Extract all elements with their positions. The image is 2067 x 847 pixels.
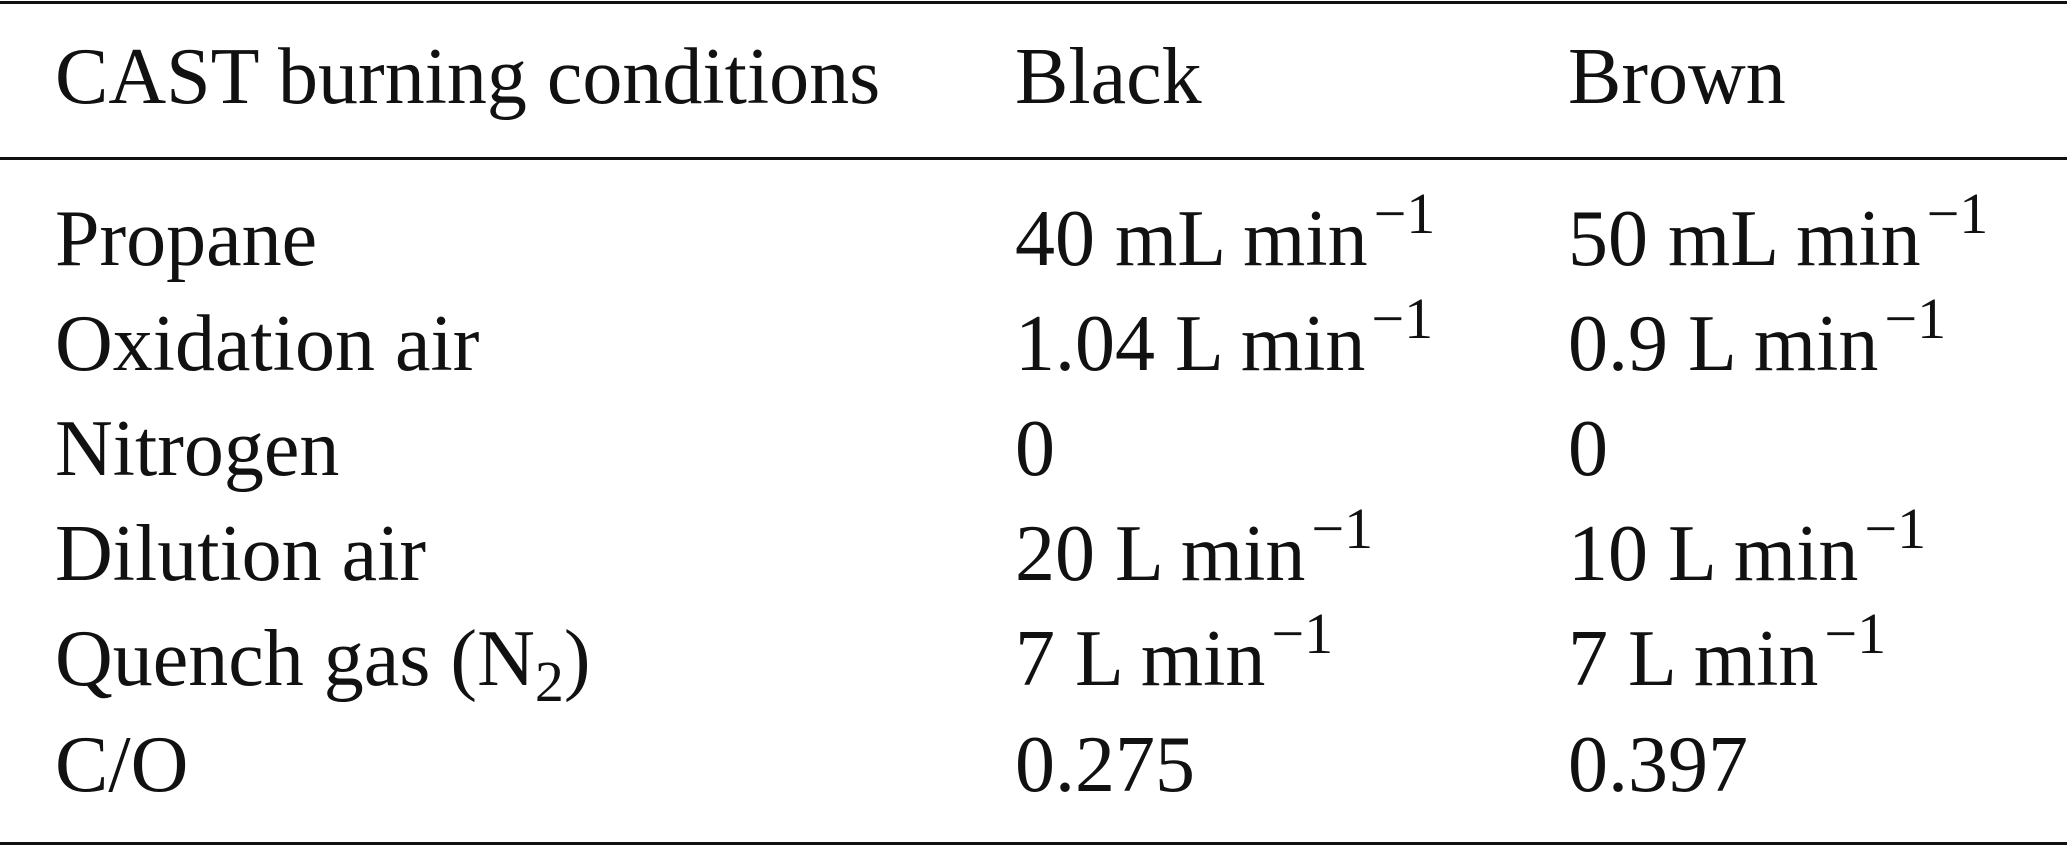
text-base: 10 L min — [1568, 510, 1859, 598]
row-label: Oxidation air — [55, 300, 480, 388]
text-sup: −1 — [1824, 601, 1887, 666]
text-sup: −1 — [1864, 496, 1927, 561]
value-cell: 20 L min −1 — [1015, 500, 1373, 595]
bottom-rule — [0, 842, 2067, 845]
row-label: Dilution air — [55, 510, 427, 598]
text-base: 50 mL min — [1568, 195, 1921, 283]
text-base: 40 mL min — [1015, 195, 1368, 283]
text-base: 1.04 L min — [1015, 300, 1366, 388]
row-label: Quench gas (N2) — [55, 619, 590, 711]
text-base: 7 L min — [1568, 615, 1819, 703]
value-cell: 40 mL min −1 — [1015, 185, 1435, 280]
value-cell: 7 L min −1 — [1568, 605, 1886, 700]
text-base: 0.9 L min — [1568, 300, 1879, 388]
value-cell: 0 — [1015, 405, 1055, 493]
value-cell: 0.9 L min −1 — [1568, 290, 1946, 385]
value-cell: 1.04 L min −1 — [1015, 290, 1433, 385]
text-sup: −1 — [1926, 181, 1989, 246]
text-sup: −1 — [1271, 601, 1334, 666]
value-cell: 0.275 — [1015, 721, 1195, 809]
top-rule — [0, 1, 2067, 4]
value-cell: 50 mL min −1 — [1568, 185, 1988, 280]
text-sup: −1 — [1371, 286, 1434, 351]
text-base: 20 L min — [1015, 510, 1306, 598]
row-label: C/O — [55, 721, 189, 809]
header-cell: CAST burning conditions — [55, 33, 881, 121]
value-cell: 0.397 — [1568, 721, 1748, 809]
text-after: ) — [563, 615, 591, 703]
value-cell: 10 L min −1 — [1568, 500, 1926, 595]
row-label: Propane — [55, 195, 318, 283]
text-sup: −1 — [1884, 286, 1947, 351]
text-sub: 2 — [534, 649, 564, 714]
text-base: 7 L min — [1015, 615, 1266, 703]
value-cell: 0 — [1568, 405, 1608, 493]
header-cell: Black — [1015, 33, 1202, 121]
header-rule — [0, 157, 2067, 160]
text-sup: −1 — [1311, 496, 1374, 561]
text-base: Quench gas (N — [55, 615, 535, 703]
header-cell: Brown — [1568, 33, 1786, 121]
row-label: Nitrogen — [55, 405, 340, 493]
value-cell: 7 L min −1 — [1015, 605, 1333, 700]
text-sup: −1 — [1373, 181, 1436, 246]
